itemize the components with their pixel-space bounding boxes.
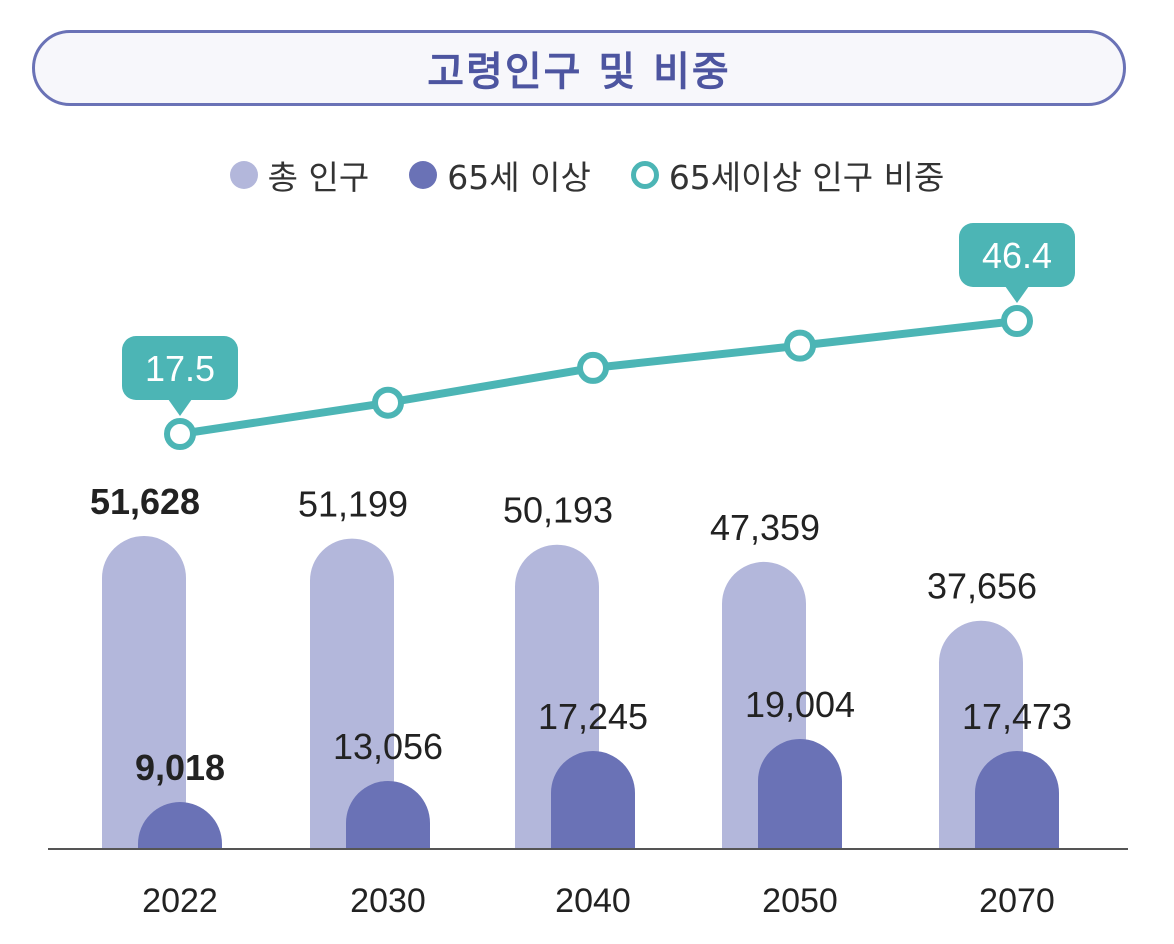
ratio-point-2040 <box>577 351 609 384</box>
ratio-label-2070: 46.4 <box>982 235 1052 276</box>
label-65plus-2040: 17,245 <box>538 696 648 737</box>
legend-label-65plus: 65세 이상 <box>447 158 591 197</box>
bar-65plus-2030 <box>346 781 430 849</box>
label-total-2050: 47,359 <box>710 507 820 548</box>
bar-total-2022 <box>102 536 186 849</box>
x-tick-label-2050: 2050 <box>762 882 838 920</box>
legend-swatch-ratio <box>630 161 659 189</box>
ratio-point-2050 <box>784 329 816 362</box>
ratio-callout-2070 <box>959 223 1075 287</box>
legend-swatch-65plus <box>409 161 438 189</box>
ratio-callout-pointer-2070 <box>1005 286 1029 303</box>
legend-swatch-total <box>229 161 258 189</box>
bar-65plus-2040 <box>551 751 635 849</box>
legend-label-total: 총 인구 <box>267 158 370 197</box>
label-65plus-2070: 17,473 <box>962 696 1072 737</box>
label-65plus-2050: 19,004 <box>745 684 855 725</box>
legend-label-ratio: 65세이상 인구 비중 <box>668 158 945 197</box>
ratio-point-2070 <box>1001 305 1033 337</box>
ratio-callout-2022 <box>122 336 238 400</box>
label-total-2070: 37,656 <box>927 566 1037 607</box>
legend-item-65plus: 65세 이상 <box>409 151 591 199</box>
legend: 총 인구 65세 이상 65세이상 인구 비중 <box>0 152 1174 198</box>
label-65plus-2030: 13,056 <box>333 726 443 767</box>
ratio-label-2022: 17.5 <box>145 348 215 389</box>
label-total-2030: 51,199 <box>298 484 408 525</box>
chart-title-box: 고령인구 및 비중 <box>32 30 1126 106</box>
label-total-2022: 51,628 <box>90 481 200 522</box>
x-tick-label-2040: 2040 <box>555 882 631 920</box>
bar-65plus-2022 <box>138 802 222 849</box>
legend-item-total: 총 인구 <box>229 151 370 199</box>
x-tick-label-2030: 2030 <box>350 882 426 920</box>
bar-65plus-2070 <box>975 751 1059 849</box>
legend-item-ratio: 65세이상 인구 비중 <box>630 151 945 199</box>
chart-title: 고령인구 및 비중 <box>427 49 731 95</box>
x-tick-label-2022: 2022 <box>142 882 218 920</box>
ratio-point-2030 <box>372 386 404 419</box>
ratio-callout-pointer-2022 <box>168 399 192 416</box>
ratio-point-2022 <box>164 418 196 450</box>
x-tick-label-2070: 2070 <box>979 882 1055 920</box>
label-65plus-2022: 9,018 <box>135 747 225 788</box>
bar-65plus-2050 <box>758 739 842 849</box>
label-total-2040: 50,193 <box>503 490 613 531</box>
bar-total-2030 <box>310 538 394 849</box>
